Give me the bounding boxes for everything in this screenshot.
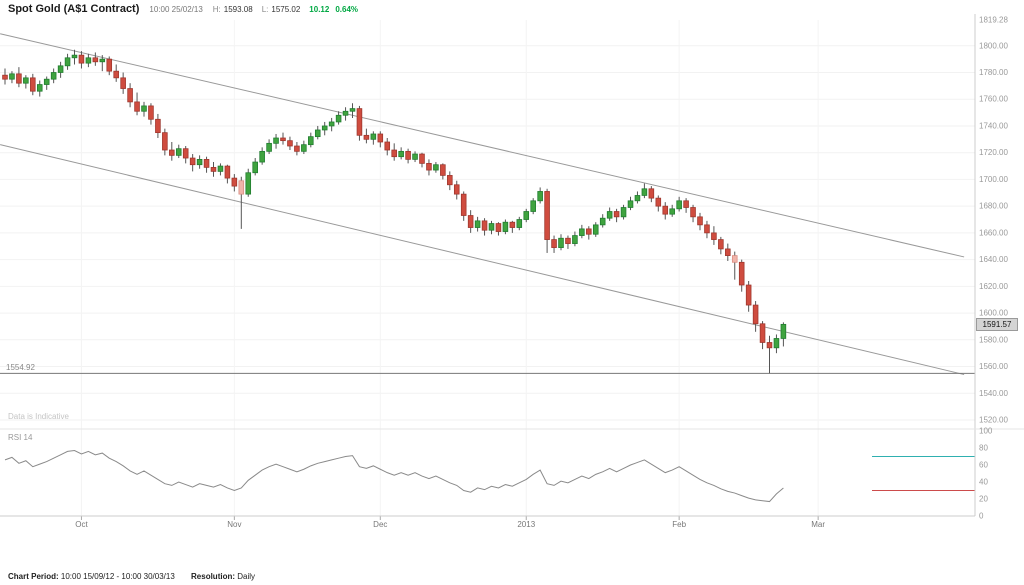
rsi-indicator-label: RSI 14: [8, 433, 33, 442]
svg-text:1640.00: 1640.00: [979, 255, 1008, 264]
svg-text:1660.00: 1660.00: [979, 228, 1008, 237]
svg-text:1520.00: 1520.00: [979, 416, 1008, 425]
svg-text:2013: 2013: [517, 520, 535, 529]
svg-text:Dec: Dec: [373, 520, 387, 529]
current-price-marker: 1591.57: [976, 317, 1018, 331]
svg-text:80: 80: [979, 444, 988, 453]
quote-timestamp: 10:00 25/02/13: [149, 5, 203, 14]
axes: 1819.28 1800.00 1780.00 1760.00 1740.00 1720.…: [0, 14, 1024, 529]
svg-text:1680.00: 1680.00: [979, 202, 1008, 211]
gridlines: [0, 20, 975, 516]
chart-period-value: 10:00 15/09/12 - 10:00 30/03/13: [60, 572, 175, 581]
rsi-layer: [4, 450, 975, 503]
data-indicative-note: Data is Indicative: [8, 412, 69, 421]
low-label: L:: [261, 5, 269, 14]
chart-period-label: Chart Period:: [8, 572, 59, 581]
svg-text:1600.00: 1600.00: [979, 309, 1008, 318]
svg-text:0: 0: [979, 512, 984, 521]
svg-text:1800.00: 1800.00: [979, 41, 1008, 50]
resolution-label: Resolution:: [191, 572, 236, 581]
instrument-title: Spot Gold (A$1 Contract): [8, 3, 140, 15]
candles-layer: [2, 49, 787, 374]
svg-text:1780.00: 1780.00: [979, 68, 1008, 77]
resolution-value: Daily: [237, 572, 256, 581]
svg-text:40: 40: [979, 478, 988, 487]
svg-text:Oct: Oct: [75, 520, 88, 529]
svg-text:1819.28: 1819.28: [979, 16, 1008, 25]
rsi-line: [4, 450, 784, 503]
low-value: 1575.02: [271, 5, 301, 14]
trend-lines: [0, 33, 975, 376]
svg-text:1580.00: 1580.00: [979, 335, 1008, 344]
change-value: 10.12: [309, 5, 330, 14]
svg-text:Nov: Nov: [227, 520, 241, 529]
support-level-label: 1554.92: [6, 363, 35, 373]
svg-text:1760.00: 1760.00: [979, 95, 1008, 104]
svg-text:20: 20: [979, 495, 988, 504]
chart-header: Spot Gold (A$1 Contract) 10:00 25/02/13 …: [8, 3, 364, 17]
chart-footer: Chart Period: 10:00 15/09/12 - 10:00 30/…: [8, 572, 255, 581]
svg-text:60: 60: [979, 461, 988, 470]
current-price-value: 1591.57: [982, 319, 1012, 329]
svg-text:1700.00: 1700.00: [979, 175, 1008, 184]
svg-text:1620.00: 1620.00: [979, 282, 1008, 291]
svg-text:1560.00: 1560.00: [979, 362, 1008, 371]
svg-text:Mar: Mar: [811, 520, 825, 529]
svg-text:1720.00: 1720.00: [979, 148, 1008, 157]
svg-text:1740.00: 1740.00: [979, 121, 1008, 130]
svg-text:100: 100: [979, 427, 993, 436]
high-label: H:: [212, 5, 221, 14]
high-value: 1593.08: [223, 5, 253, 14]
svg-text:1540.00: 1540.00: [979, 389, 1008, 398]
change-percent: 0.64%: [335, 5, 359, 14]
price-chart-canvas[interactable]: 1819.28 1800.00 1780.00 1760.00 1740.00 1720.…: [0, 0, 1024, 560]
svg-text:Feb: Feb: [672, 520, 686, 529]
